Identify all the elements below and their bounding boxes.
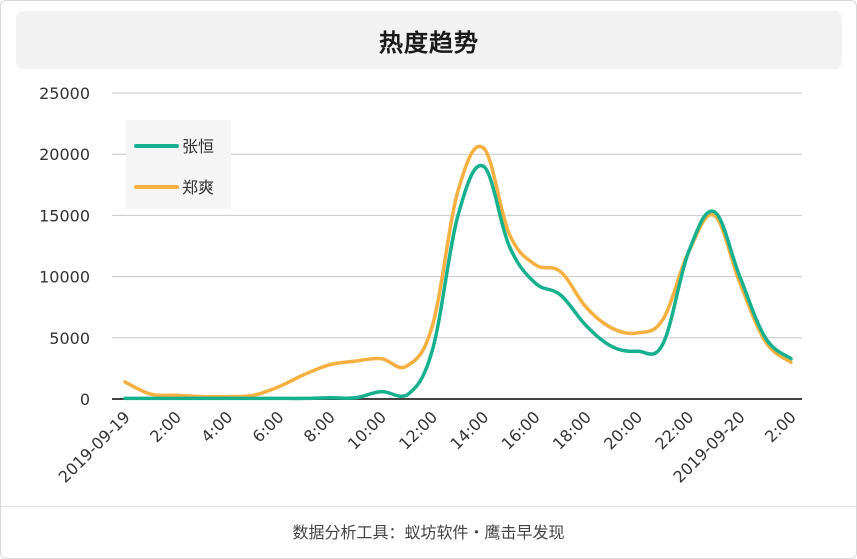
x-tick-label: 10:00: [344, 407, 390, 453]
y-tick-label: 20000: [39, 145, 90, 164]
series-line-zhangheng: [123, 163, 793, 401]
x-tick-label: 16:00: [498, 407, 544, 453]
x-tick-label: 22:00: [651, 407, 697, 453]
x-tick-label: 20:00: [600, 407, 646, 453]
y-tick-label: 15000: [39, 206, 90, 225]
x-tick-label: 2:00: [761, 407, 800, 446]
legend-label: 郑爽: [182, 178, 214, 197]
y-tick-label: 25000: [39, 84, 90, 103]
x-tick-label: 12:00: [395, 407, 441, 453]
chart-title: 热度趋势: [379, 28, 479, 57]
footer-source: 数据分析工具：蚁坊软件・鹰击早发现: [292, 523, 565, 542]
x-tick-label: 2019-09-19: [55, 407, 134, 486]
x-tick-label: 2:00: [146, 407, 185, 446]
x-tick-label: 8:00: [300, 407, 339, 446]
y-tick-label: 10000: [39, 268, 90, 287]
legend-box: [126, 120, 231, 209]
x-tick-label: 14:00: [446, 407, 492, 453]
legend-label: 张恒: [182, 137, 214, 156]
title-bar: 热度趋势: [16, 11, 842, 69]
y-tick-label: 0: [80, 390, 90, 409]
x-tick-label: 6:00: [249, 407, 288, 446]
x-tick-label: 4:00: [197, 407, 236, 446]
y-tick-label: 5000: [49, 329, 90, 348]
x-tick-label: 18:00: [549, 407, 595, 453]
footer-divider: [1, 506, 856, 507]
